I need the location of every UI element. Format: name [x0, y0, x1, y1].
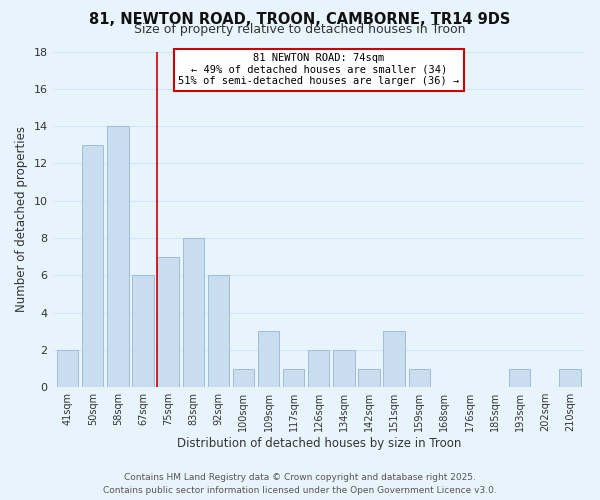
Bar: [107, 126, 128, 387]
Bar: [182, 238, 204, 387]
Bar: [308, 350, 329, 387]
Bar: [157, 256, 179, 387]
Bar: [383, 332, 405, 387]
Y-axis label: Number of detached properties: Number of detached properties: [15, 126, 28, 312]
Bar: [233, 368, 254, 387]
Text: Size of property relative to detached houses in Troon: Size of property relative to detached ho…: [134, 22, 466, 36]
Text: 81 NEWTON ROAD: 74sqm
← 49% of detached houses are smaller (34)
51% of semi-deta: 81 NEWTON ROAD: 74sqm ← 49% of detached …: [178, 53, 460, 86]
Bar: [409, 368, 430, 387]
Text: 81, NEWTON ROAD, TROON, CAMBORNE, TR14 9DS: 81, NEWTON ROAD, TROON, CAMBORNE, TR14 9…: [89, 12, 511, 28]
Text: Contains HM Land Registry data © Crown copyright and database right 2025.
Contai: Contains HM Land Registry data © Crown c…: [103, 474, 497, 495]
Bar: [358, 368, 380, 387]
Bar: [82, 145, 103, 387]
Bar: [57, 350, 78, 387]
Bar: [559, 368, 581, 387]
Bar: [333, 350, 355, 387]
Bar: [132, 276, 154, 387]
Bar: [283, 368, 304, 387]
Bar: [258, 332, 279, 387]
Bar: [208, 276, 229, 387]
Bar: [509, 368, 530, 387]
X-axis label: Distribution of detached houses by size in Troon: Distribution of detached houses by size …: [176, 437, 461, 450]
